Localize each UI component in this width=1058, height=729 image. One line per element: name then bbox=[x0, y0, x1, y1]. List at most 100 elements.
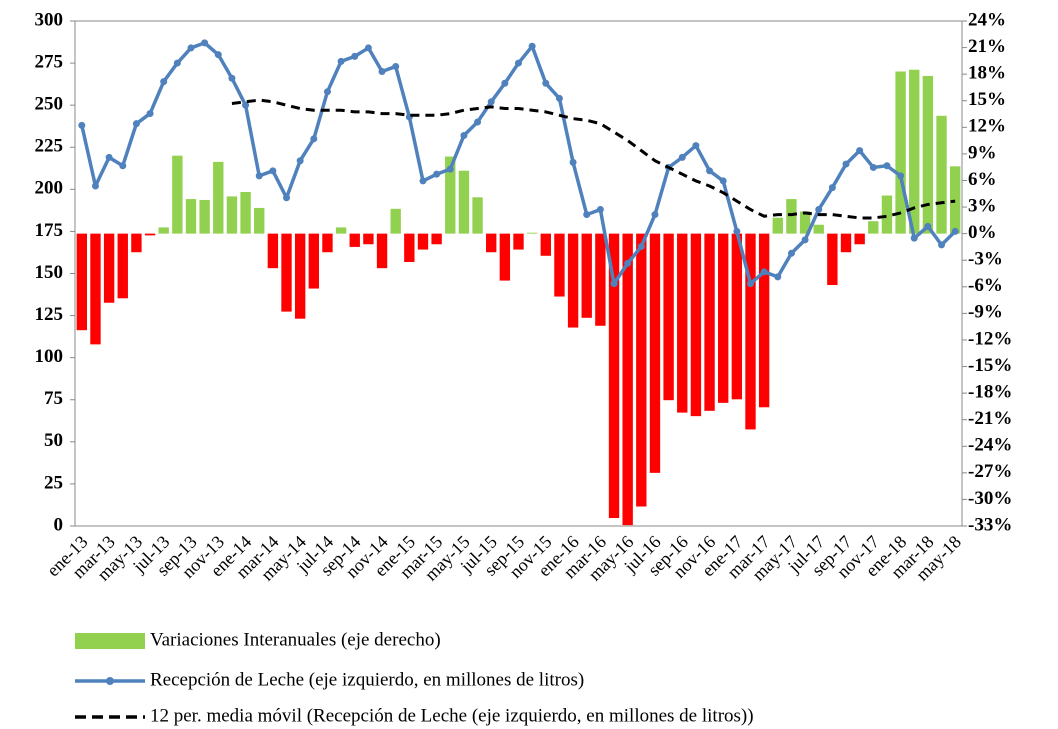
bar bbox=[936, 115, 947, 234]
legend-label: Recepción de Leche (eje izquierdo, en mi… bbox=[150, 669, 584, 690]
bar bbox=[813, 224, 824, 234]
y2-tick-label: 24% bbox=[968, 9, 1006, 30]
bar bbox=[240, 191, 251, 234]
y2-tick-label: 12% bbox=[968, 116, 1006, 137]
bar bbox=[431, 233, 442, 245]
line-marker bbox=[446, 165, 454, 173]
bar bbox=[690, 233, 702, 417]
line-marker bbox=[364, 44, 372, 52]
line-marker bbox=[938, 241, 946, 249]
y-tick-label: 0 bbox=[54, 514, 64, 535]
bar bbox=[895, 71, 906, 234]
line-marker bbox=[228, 74, 236, 82]
y2-tick-label: 21% bbox=[968, 36, 1006, 57]
line-marker bbox=[733, 227, 741, 235]
line-marker bbox=[856, 147, 864, 155]
line-marker bbox=[201, 39, 209, 47]
bar bbox=[267, 233, 279, 269]
bar bbox=[308, 233, 319, 289]
bar bbox=[445, 156, 456, 234]
bar bbox=[458, 170, 470, 234]
line-marker bbox=[760, 268, 768, 276]
line-marker bbox=[487, 98, 495, 106]
y-tick-label: 125 bbox=[35, 304, 64, 325]
bar bbox=[158, 227, 169, 234]
bar bbox=[909, 69, 920, 234]
line-marker bbox=[173, 59, 181, 67]
line-marker bbox=[828, 184, 836, 192]
line-marker bbox=[815, 206, 823, 214]
y2-tick-label: 9% bbox=[968, 142, 997, 163]
bar bbox=[363, 233, 374, 245]
legend-swatch bbox=[75, 633, 145, 649]
bar bbox=[731, 233, 743, 400]
y-tick-label: 50 bbox=[44, 430, 63, 451]
y2-tick-label: -18% bbox=[968, 381, 1012, 402]
line-marker bbox=[474, 118, 482, 126]
line-marker bbox=[255, 172, 263, 180]
line-marker bbox=[555, 94, 563, 102]
bar bbox=[144, 233, 156, 236]
bar bbox=[376, 233, 388, 269]
line-marker bbox=[583, 211, 591, 219]
line-marker bbox=[337, 57, 345, 65]
line-marker bbox=[897, 172, 905, 180]
bar bbox=[554, 233, 565, 297]
y2-tick-label: 0% bbox=[968, 222, 997, 243]
bar bbox=[745, 233, 756, 430]
bar bbox=[131, 233, 142, 253]
bar bbox=[677, 233, 688, 413]
y2-tick-label: 3% bbox=[968, 195, 997, 216]
line-marker bbox=[392, 62, 400, 70]
line-marker bbox=[433, 170, 441, 178]
y-tick-label: 100 bbox=[35, 346, 64, 367]
bar bbox=[199, 199, 210, 234]
line-marker bbox=[460, 131, 468, 139]
bar bbox=[117, 233, 128, 299]
line-marker bbox=[528, 42, 536, 50]
line-marker bbox=[692, 142, 700, 150]
line-marker bbox=[569, 158, 577, 166]
bar bbox=[213, 161, 224, 234]
y-tick-label: 250 bbox=[35, 94, 64, 115]
bar bbox=[704, 233, 715, 411]
line-marker bbox=[160, 78, 168, 86]
bar bbox=[294, 233, 306, 319]
y-tick-label: 25 bbox=[44, 472, 63, 493]
line-marker bbox=[105, 153, 113, 161]
y2-tick-label: 18% bbox=[968, 63, 1006, 84]
y2-tick-label: -9% bbox=[968, 302, 1003, 323]
y-tick-label: 275 bbox=[35, 51, 64, 72]
bar bbox=[472, 197, 483, 234]
bar bbox=[335, 227, 347, 234]
line-marker bbox=[801, 236, 809, 244]
y2-tick-label: -30% bbox=[968, 488, 1012, 509]
y2-tick-label: -12% bbox=[968, 328, 1012, 349]
line bbox=[231, 98, 956, 220]
y-tick-label: 75 bbox=[44, 388, 63, 409]
bar bbox=[840, 233, 852, 253]
line-marker bbox=[296, 157, 304, 165]
line-marker bbox=[119, 162, 127, 170]
line-marker bbox=[883, 162, 891, 170]
bar bbox=[172, 155, 183, 234]
bar bbox=[922, 75, 934, 234]
bar bbox=[608, 233, 620, 519]
bar bbox=[499, 233, 511, 281]
bar bbox=[281, 233, 292, 312]
bar bbox=[649, 233, 661, 473]
line-marker bbox=[624, 259, 632, 267]
bar bbox=[226, 196, 238, 234]
bar bbox=[881, 195, 893, 234]
y2-tick-label: -27% bbox=[968, 461, 1012, 482]
y2-tick-label: -15% bbox=[968, 355, 1012, 376]
y2-tick-label: 15% bbox=[968, 89, 1006, 110]
bar bbox=[786, 199, 797, 234]
line-marker bbox=[269, 167, 277, 175]
line-marker bbox=[637, 243, 645, 251]
bar bbox=[526, 232, 538, 234]
y2-tick-label: -3% bbox=[968, 249, 1003, 270]
line-marker bbox=[610, 280, 618, 288]
y2-tick-label: -6% bbox=[968, 275, 1003, 296]
